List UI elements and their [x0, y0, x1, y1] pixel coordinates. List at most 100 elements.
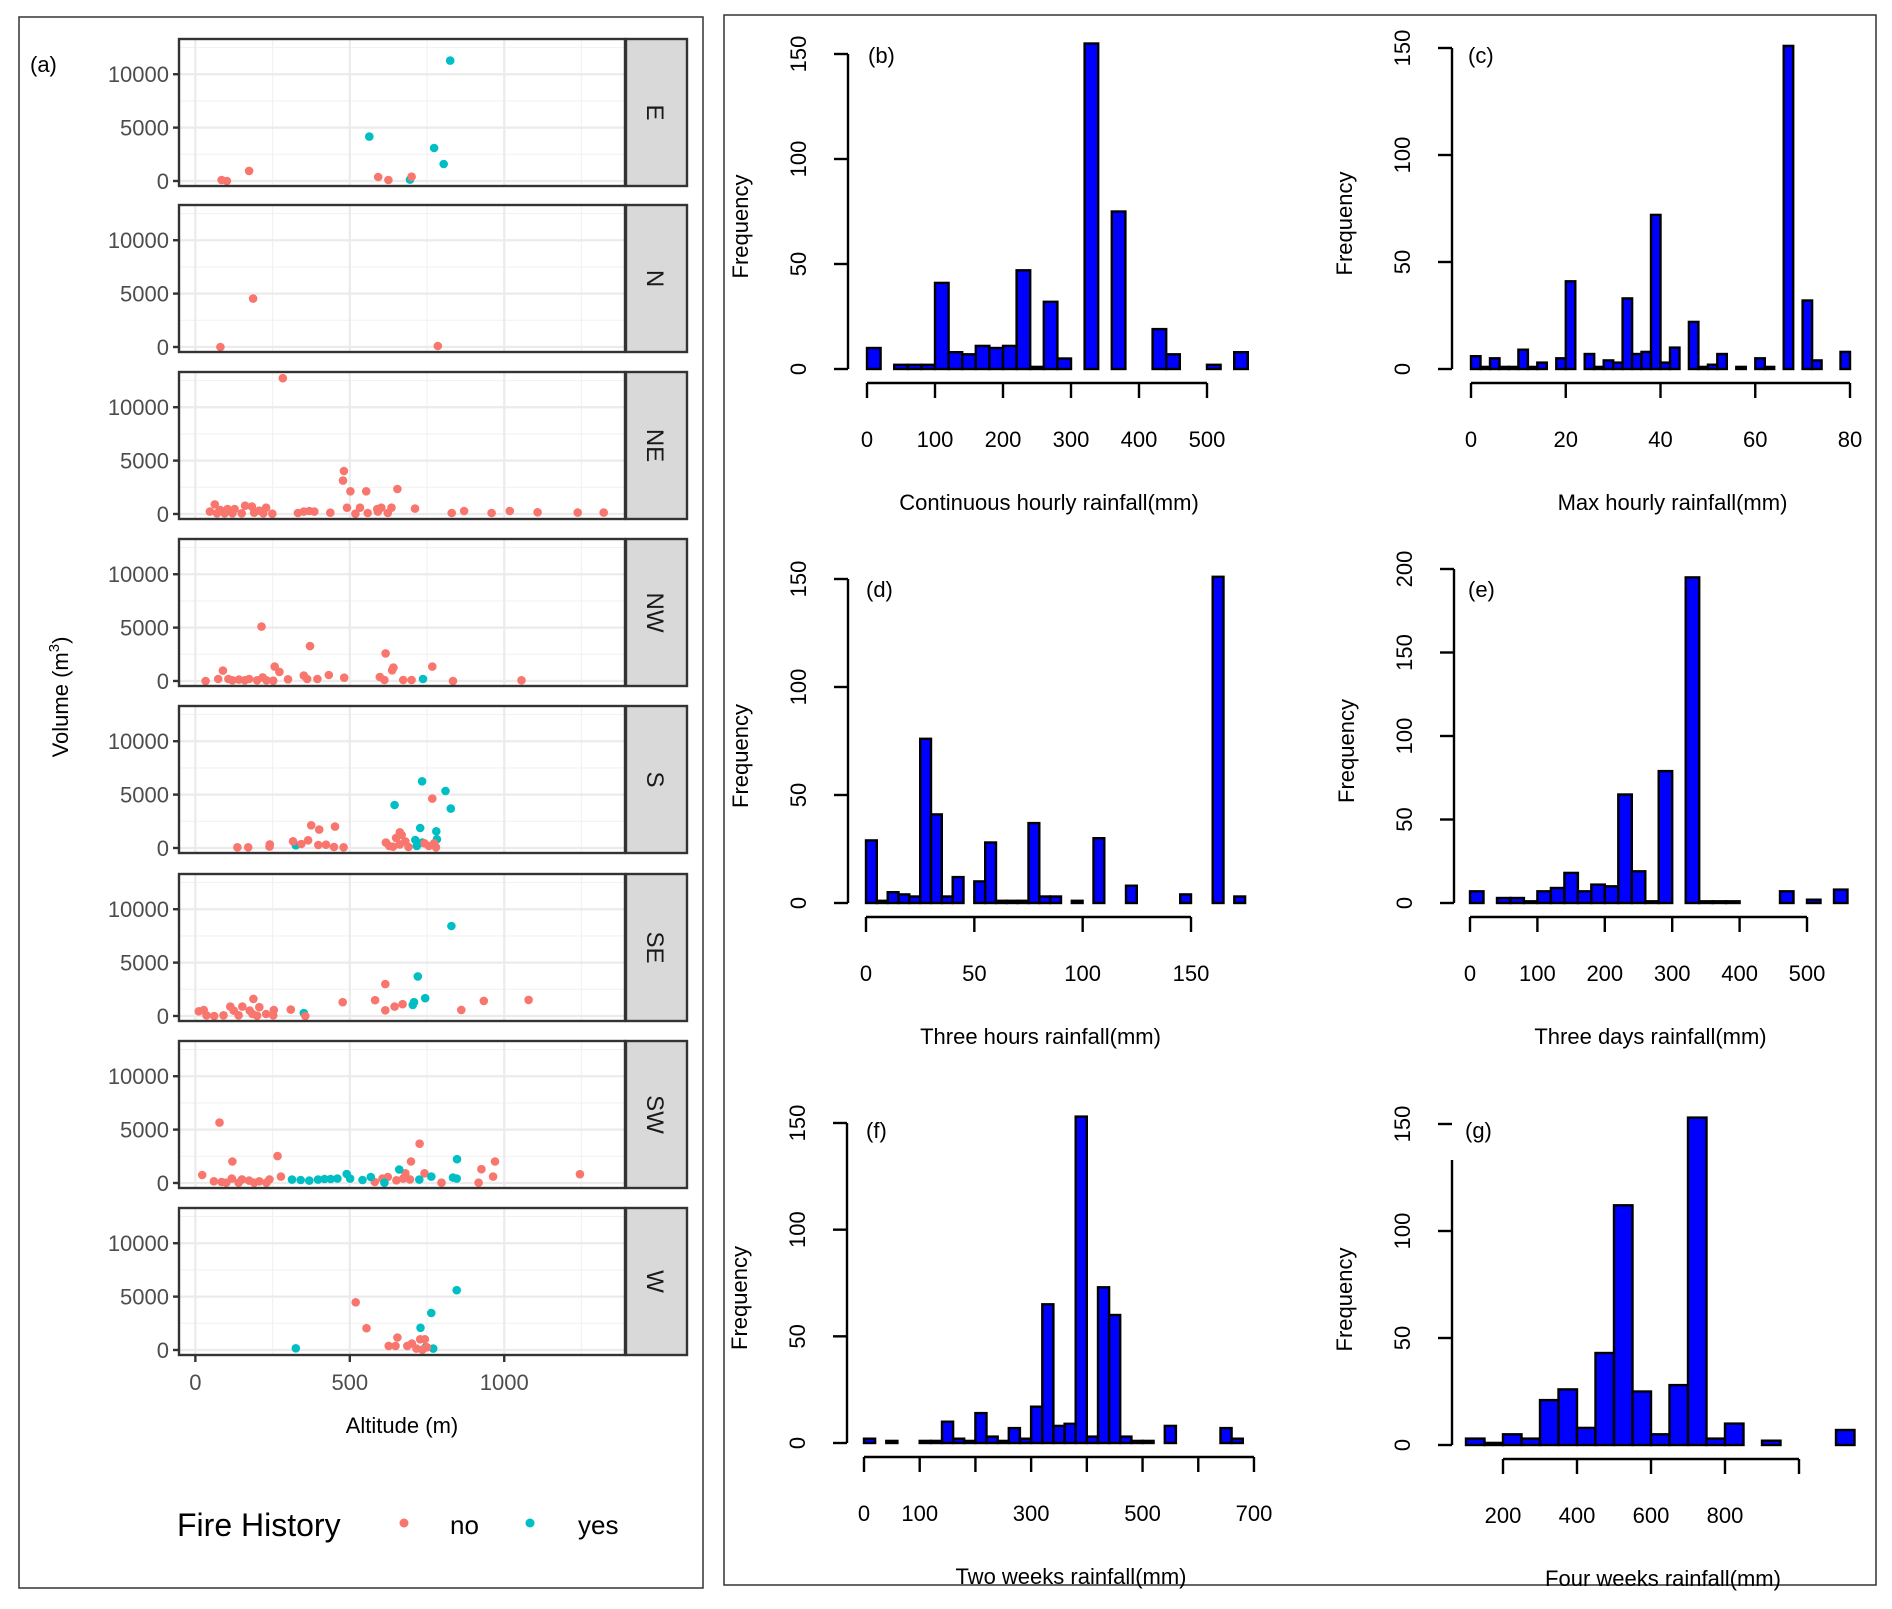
histogram-bar — [1834, 1428, 1856, 1447]
data-point-yes — [365, 132, 374, 141]
histogram-bar — [1576, 890, 1593, 905]
histogram-bar — [947, 351, 964, 371]
histogram-bar — [1018, 1437, 1033, 1445]
data-point-no — [216, 342, 225, 352]
y-tick-label: 10000 — [108, 62, 169, 87]
y-axis-title: Frequency — [728, 175, 753, 279]
y-tick-label: 200 — [1392, 551, 1417, 588]
y-tick-label: 100 — [786, 141, 811, 178]
histogram-bar — [1687, 320, 1700, 371]
data-point-no — [275, 667, 284, 677]
data-point-no — [301, 1011, 310, 1021]
panel-tag: (g) — [1465, 1118, 1492, 1143]
y-title-superscript: 3 — [46, 644, 63, 652]
y-tick-label: 0 — [157, 1004, 169, 1029]
x-tick-label: 500 — [1189, 427, 1226, 452]
data-point-yes — [345, 1174, 355, 1183]
histogram-bar — [1464, 1437, 1486, 1447]
y-tick-label: 5000 — [120, 116, 169, 141]
data-point-no — [273, 1151, 282, 1161]
data-point-yes — [452, 1174, 462, 1183]
histogram-bar — [1564, 280, 1577, 371]
y-tick-label: 150 — [786, 36, 811, 73]
data-point-no — [524, 995, 533, 1005]
data-point-no — [339, 843, 348, 852]
y-axis-title: Frequency — [728, 704, 753, 808]
data-point-yes — [296, 1175, 306, 1185]
histogram-bar — [1526, 365, 1539, 371]
histogram-bar — [1668, 1383, 1690, 1447]
data-point-no — [303, 836, 313, 845]
histogram-bar — [1724, 900, 1741, 905]
legend-key-yes — [525, 1518, 535, 1528]
histogram-bar — [1575, 1426, 1597, 1447]
data-point-no — [209, 1011, 219, 1021]
histogram-bar — [1536, 890, 1553, 905]
x-tick-label: 400 — [1121, 427, 1158, 452]
histogram-bar — [875, 899, 889, 905]
data-point-no — [477, 1164, 486, 1174]
data-point-no — [392, 1176, 401, 1185]
data-point-no — [406, 1157, 416, 1166]
data-point-no — [393, 484, 402, 494]
x-tick-label: 200 — [985, 427, 1022, 452]
facet-strip — [624, 1039, 689, 1190]
histogram-bar — [1594, 1351, 1616, 1447]
histogram-bar — [1801, 299, 1814, 371]
facet-strip — [624, 37, 689, 188]
data-point-no — [202, 1011, 211, 1020]
histogram-bar — [1509, 896, 1526, 905]
data-point-yes — [441, 786, 450, 796]
y-tick-label: 10000 — [108, 897, 169, 922]
x-axis-title: Max hourly rainfall(mm) — [1558, 490, 1788, 515]
y-tick-label: 50 — [786, 783, 811, 807]
data-point-no — [248, 294, 258, 303]
y-axis-title: Frequency — [1334, 699, 1359, 803]
data-point-yes — [291, 1344, 301, 1353]
x-tick-label: 0 — [860, 961, 872, 986]
histogram-g: 0 50 100 150 200 400 600 800 Four weeks rainfall… — [1332, 1106, 1856, 1591]
facet-panel-background — [179, 205, 625, 352]
histogram-bar — [985, 1435, 999, 1445]
histogram-bar — [1612, 1204, 1634, 1447]
y-tick-label: 150 — [786, 561, 811, 598]
y-tick-label: 10000 — [108, 562, 169, 587]
legend-key-no — [399, 1518, 409, 1528]
facet-e: E 0 5000 10000 — [108, 37, 689, 194]
histogram-bar — [1230, 1437, 1244, 1445]
histogram-bar — [1141, 1439, 1155, 1445]
data-point-no — [209, 1177, 219, 1186]
data-point-no — [205, 507, 215, 516]
data-point-no — [517, 676, 526, 685]
histogram-bar — [1603, 885, 1620, 905]
histogram-bar — [897, 893, 911, 905]
data-point-no — [346, 487, 355, 496]
facet-strip — [624, 704, 689, 855]
data-point-no — [338, 476, 348, 485]
data-point-no — [388, 842, 398, 851]
y-tick-label: 5000 — [120, 616, 169, 641]
facet-panel-background — [179, 706, 625, 853]
histogram-bar — [1716, 352, 1729, 371]
histogram-bar — [1782, 44, 1795, 371]
histogram-bar — [1657, 769, 1674, 905]
y-tick-label: 0 — [157, 169, 169, 194]
facet-se: SE 0 5000 10000 — [108, 872, 689, 1029]
data-point-no — [437, 1178, 446, 1187]
data-point-yes — [415, 823, 425, 833]
data-point-no — [243, 843, 253, 852]
histogram-bar — [1107, 1313, 1122, 1445]
histogram-bar — [1697, 900, 1714, 905]
histogram-bar — [974, 344, 991, 371]
y-title-base: Volume (m — [48, 652, 73, 757]
y-tick-label: 100 — [1392, 718, 1417, 755]
facet-strip — [624, 370, 689, 521]
histogram-bar — [974, 1411, 988, 1445]
histogram-bar — [1735, 365, 1748, 371]
data-point-no — [420, 1335, 430, 1344]
data-point-no — [252, 676, 262, 685]
histogram-bar — [1538, 1398, 1560, 1447]
data-point-no — [228, 1157, 237, 1166]
histogram-bar — [920, 363, 937, 371]
